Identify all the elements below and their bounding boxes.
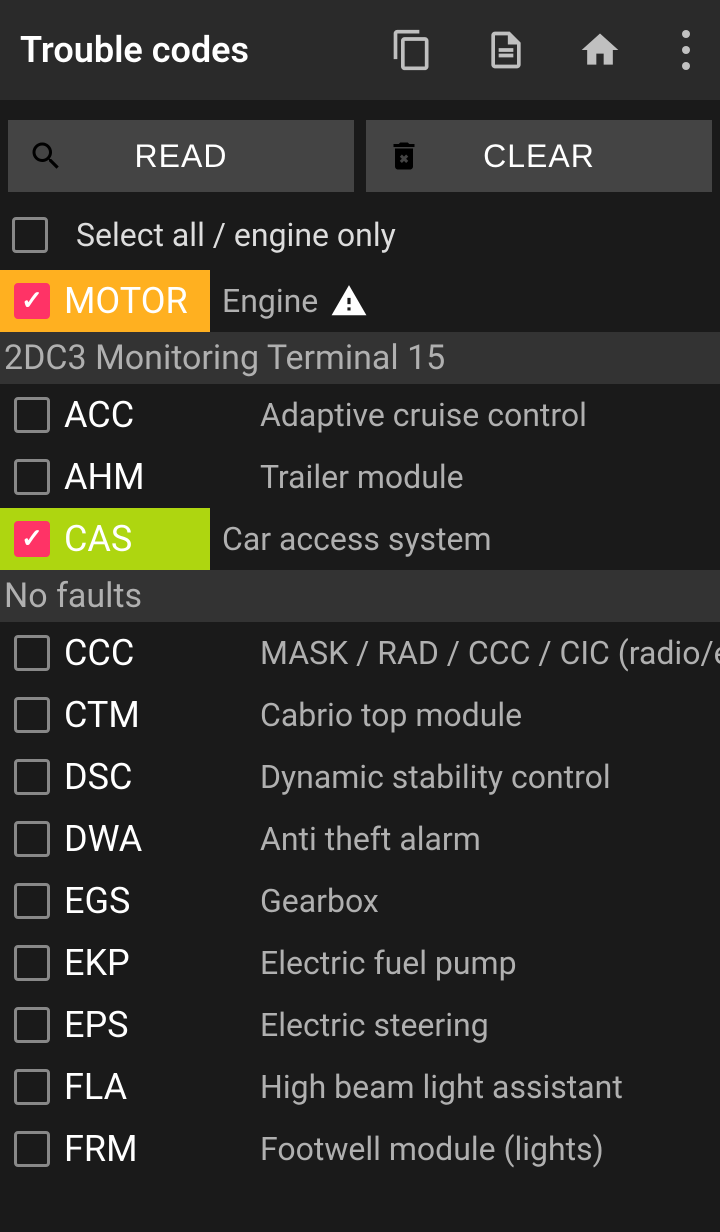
module-code: ACC (64, 394, 246, 436)
checkbox-dsc[interactable] (14, 759, 50, 795)
checkbox-ahm[interactable] (14, 459, 50, 495)
module-code: DSC (64, 756, 246, 798)
module-code: FRM (64, 1128, 246, 1170)
checkbox-ekp[interactable] (14, 945, 50, 981)
module-desc-wrap: Engine (210, 282, 368, 320)
module-row-ahm[interactable]: AHM Trailer module (0, 446, 720, 508)
module-desc: Gearbox (260, 882, 379, 920)
module-code: CAS (64, 518, 132, 560)
checkbox-ctm[interactable] (14, 697, 50, 733)
module-tag-motor: MOTOR (0, 270, 210, 332)
module-code: CCC (64, 632, 246, 674)
checkbox-eps[interactable] (14, 1007, 50, 1043)
module-desc: MASK / RAD / CCC / CIC (radio/ent (260, 634, 720, 672)
checkbox-ccc[interactable] (14, 635, 50, 671)
module-code: EPS (64, 1004, 246, 1046)
module-row-dwa[interactable]: DWA Anti theft alarm (0, 808, 720, 870)
checkbox-acc[interactable] (14, 397, 50, 433)
module-code: MOTOR (64, 280, 188, 322)
select-all-label: Select all / engine only (76, 216, 396, 254)
checkbox-egs[interactable] (14, 883, 50, 919)
module-desc: Cabrio top module (260, 696, 522, 734)
module-code: FLA (64, 1066, 246, 1108)
module-desc: Engine (222, 282, 318, 320)
page-title: Trouble codes (20, 29, 390, 71)
delete-icon (386, 138, 422, 174)
module-desc: Trailer module (260, 458, 464, 496)
module-code: DWA (64, 818, 246, 860)
fault-section-label: 2DC3 Monitoring Terminal 15 (0, 332, 720, 384)
select-all-checkbox[interactable] (12, 217, 48, 253)
module-row-dsc[interactable]: DSC Dynamic stability control (0, 746, 720, 808)
select-all-row[interactable]: Select all / engine only (0, 200, 720, 270)
module-row-acc[interactable]: ACC Adaptive cruise control (0, 384, 720, 446)
search-icon (28, 138, 64, 174)
home-icon[interactable] (578, 28, 622, 72)
checkbox-dwa[interactable] (14, 821, 50, 857)
module-row-motor[interactable]: MOTOR Engine (0, 270, 720, 332)
module-desc: Footwell module (lights) (260, 1130, 604, 1168)
module-tag-cas: CAS (0, 508, 210, 570)
module-desc: Car access system (222, 520, 492, 558)
module-desc-wrap: Car access system (210, 520, 492, 558)
module-code: AHM (64, 456, 246, 498)
module-desc: Electric fuel pump (260, 944, 517, 982)
module-desc: Anti theft alarm (260, 820, 481, 858)
module-row-cas[interactable]: CAS Car access system (0, 508, 720, 570)
clear-button[interactable]: CLEAR (366, 120, 712, 192)
module-row-frm[interactable]: FRM Footwell module (lights) (0, 1118, 720, 1180)
module-desc: Adaptive cruise control (260, 396, 587, 434)
app-header: Trouble codes (0, 0, 720, 100)
checkbox-cas[interactable] (14, 521, 50, 557)
read-button-label: READ (135, 138, 228, 175)
file-icon[interactable] (484, 28, 528, 72)
no-faults-section-label: No faults (0, 570, 720, 622)
module-code: CTM (64, 694, 246, 736)
checkbox-frm[interactable] (14, 1131, 50, 1167)
module-desc: High beam light assistant (260, 1068, 623, 1106)
module-row-ctm[interactable]: CTM Cabrio top module (0, 684, 720, 746)
module-code: EKP (64, 942, 246, 984)
module-desc: Dynamic stability control (260, 758, 611, 796)
module-row-eps[interactable]: EPS Electric steering (0, 994, 720, 1056)
more-menu-icon[interactable] (672, 30, 700, 70)
module-row-ccc[interactable]: CCC MASK / RAD / CCC / CIC (radio/ent (0, 622, 720, 684)
clear-button-label: CLEAR (483, 138, 595, 175)
action-button-row: READ CLEAR (0, 100, 720, 200)
module-row-ekp[interactable]: EKP Electric fuel pump (0, 932, 720, 994)
module-code: EGS (64, 880, 246, 922)
module-row-fla[interactable]: FLA High beam light assistant (0, 1056, 720, 1118)
header-actions (390, 28, 700, 72)
checkbox-fla[interactable] (14, 1069, 50, 1105)
copy-icon[interactable] (390, 28, 434, 72)
read-button[interactable]: READ (8, 120, 354, 192)
module-row-egs[interactable]: EGS Gearbox (0, 870, 720, 932)
module-desc: Electric steering (260, 1006, 489, 1044)
checkbox-motor[interactable] (14, 283, 50, 319)
warning-icon (330, 282, 368, 320)
